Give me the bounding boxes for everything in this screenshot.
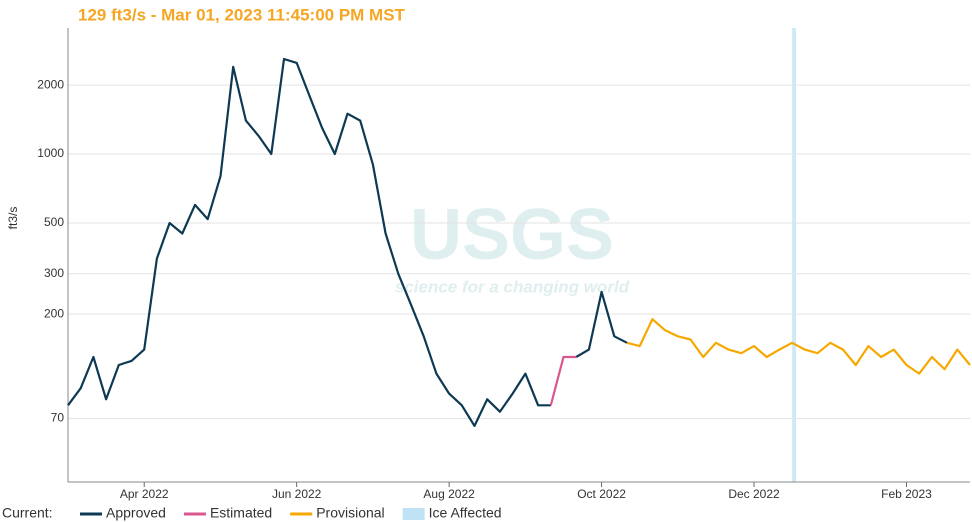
y-tick-label: 70 (51, 411, 65, 425)
y-tick-label: 200 (44, 306, 64, 320)
y-tick-label: 1000 (37, 146, 64, 160)
y-axis-label: ft3/s (6, 207, 20, 230)
legend-label: Provisional (316, 505, 384, 521)
ice-affected-band (792, 28, 796, 482)
series-line (549, 355, 577, 406)
chart-title: 129 ft3/s - Mar 01, 2023 11:45:00 PM MST (78, 5, 406, 24)
legend-swatch (402, 508, 425, 520)
x-tick-label: Jun 2022 (272, 487, 322, 501)
watermark-tagline: science for a changing world (395, 277, 630, 296)
x-tick-label: Oct 2022 (577, 487, 626, 501)
x-tick-label: Dec 2022 (728, 487, 780, 501)
series-line (626, 318, 971, 375)
x-tick-label: Aug 2022 (423, 487, 475, 501)
legend-label: Approved (106, 505, 166, 521)
watermark-logo: USGS (410, 195, 614, 275)
x-tick-label: Feb 2023 (881, 487, 932, 501)
legend-label: Estimated (210, 505, 272, 521)
series-line (67, 57, 628, 427)
x-tick-label: Apr 2022 (120, 487, 169, 501)
y-tick-label: 300 (44, 266, 64, 280)
y-tick-label: 2000 (37, 77, 64, 91)
legend-label: Ice Affected (429, 505, 502, 521)
y-tick-label: 500 (44, 215, 64, 229)
legend-prefix: Current: (2, 505, 53, 521)
